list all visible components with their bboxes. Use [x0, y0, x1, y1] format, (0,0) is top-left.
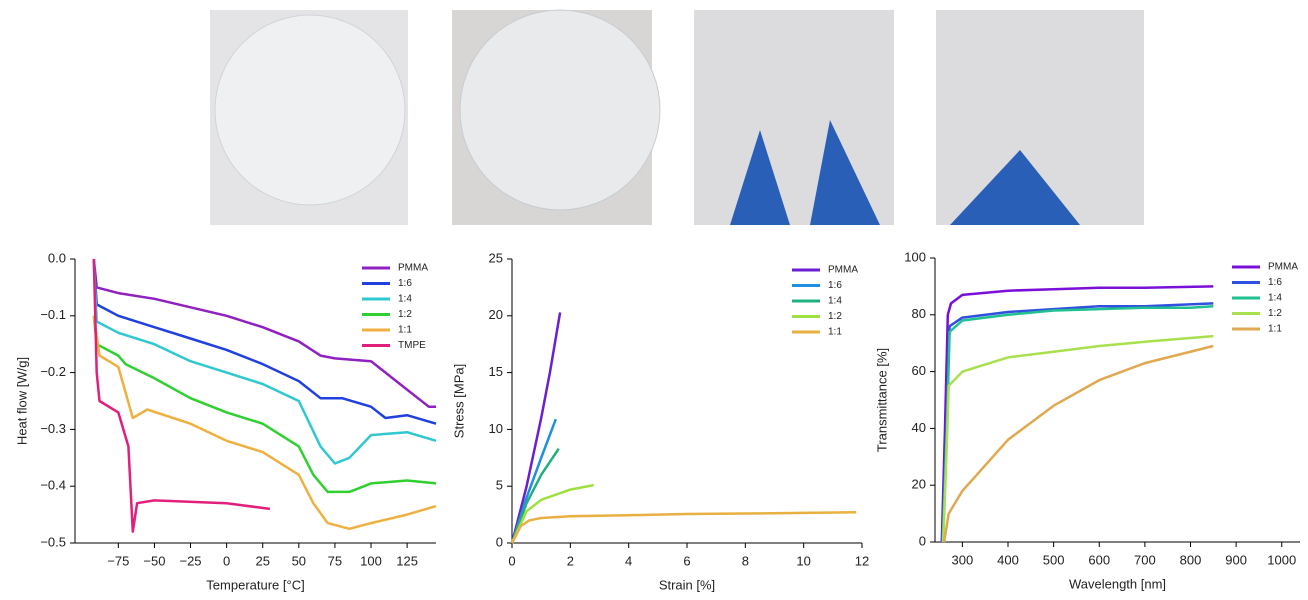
y-tick-label: 40: [912, 420, 926, 435]
legend-label: PMMA: [1268, 262, 1298, 273]
y-tick-label: 5: [496, 478, 503, 493]
x-tick-label: 500: [1043, 552, 1065, 567]
x-tick-label: −50: [143, 553, 165, 568]
figure: −0.5−0.4−0.3−0.2−0.10.0−75−50−2502550751…: [0, 0, 1308, 595]
legend-label: PMMA: [828, 265, 858, 276]
legend-label: 1:1: [398, 325, 412, 336]
x-tick-label: 400: [997, 552, 1019, 567]
x-tick-label: 4: [625, 553, 632, 568]
x-axis-label: Strain [%]: [659, 577, 715, 592]
data-line: [94, 316, 436, 529]
y-tick-label: 20: [489, 307, 503, 322]
x-tick-label: 10: [796, 553, 810, 568]
y-tick-label: 25: [489, 250, 503, 265]
data-line: [94, 259, 270, 532]
y-tick-label: 10: [489, 421, 503, 436]
y-tick-label: −0.3: [40, 421, 66, 436]
x-tick-label: 8: [742, 553, 749, 568]
x-axis-label: Temperature [°C]: [206, 577, 304, 592]
legend-label: TMPE: [398, 340, 426, 351]
y-tick-label: 20: [912, 477, 926, 492]
legend-label: 1:2: [1268, 308, 1282, 319]
x-tick-label: 100: [360, 553, 382, 568]
legend-label: 1:6: [398, 278, 412, 289]
y-tick-label: 0: [496, 534, 503, 549]
data-line: [512, 512, 856, 543]
data-line: [942, 286, 1214, 542]
x-tick-label: 125: [396, 553, 418, 568]
x-tick-label: 600: [1088, 552, 1110, 567]
x-tick-label: 800: [1180, 552, 1202, 567]
legend-label: 1:4: [398, 294, 412, 305]
x-tick-label: 700: [1134, 552, 1156, 567]
y-tick-label: 80: [912, 306, 926, 321]
y-tick-label: 0: [919, 533, 926, 548]
x-tick-label: −25: [179, 553, 201, 568]
x-tick-label: 0: [223, 553, 230, 568]
data-line: [944, 346, 1213, 542]
x-tick-label: 12: [855, 553, 869, 568]
legend-label: 1:1: [1268, 324, 1282, 335]
y-tick-label: −0.2: [40, 364, 66, 379]
y-axis-label: Heat flow [W/g]: [14, 357, 29, 445]
legend-label: 1:6: [1268, 277, 1282, 288]
photo-film: [460, 10, 660, 210]
legend-label: 1:4: [1268, 293, 1282, 304]
legend-label: 1:4: [828, 296, 842, 307]
y-axis-label: Transmittance [%]: [874, 348, 889, 452]
y-axis-label: Stress [MPa]: [451, 364, 466, 438]
legend-label: 1:6: [828, 280, 842, 291]
data-line: [943, 306, 1214, 542]
y-tick-label: 60: [912, 363, 926, 378]
x-tick-label: 300: [952, 552, 974, 567]
y-tick-label: 0.0: [48, 250, 66, 265]
data-line: [943, 336, 1213, 542]
x-tick-label: 25: [255, 553, 269, 568]
x-tick-label: 0: [508, 553, 515, 568]
data-line: [94, 259, 436, 464]
x-tick-label: 75: [328, 553, 342, 568]
x-tick-label: 2: [567, 553, 574, 568]
legend-label: 1:2: [828, 311, 842, 322]
legend-label: 1:2: [398, 309, 412, 320]
x-tick-label: 900: [1225, 552, 1247, 567]
x-tick-label: −75: [107, 553, 129, 568]
y-tick-label: 15: [489, 364, 503, 379]
y-tick-label: −0.5: [40, 534, 66, 549]
photo-film: [215, 15, 405, 205]
x-tick-label: 6: [683, 553, 690, 568]
x-axis-label: Wavelength [nm]: [1069, 576, 1166, 591]
y-tick-label: −0.1: [40, 307, 66, 322]
y-tick-label: 100: [904, 249, 926, 264]
legend-label: 1:1: [828, 327, 842, 338]
x-tick-label: 50: [292, 553, 306, 568]
x-tick-label: 1000: [1267, 552, 1296, 567]
legend-label: PMMA: [398, 263, 428, 274]
y-tick-label: −0.4: [40, 478, 66, 493]
